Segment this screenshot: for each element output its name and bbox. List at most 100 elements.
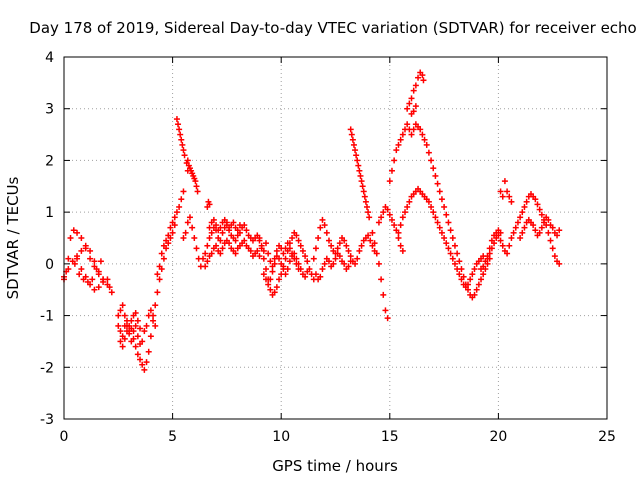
data-point — [480, 271, 487, 278]
data-point — [408, 131, 415, 138]
data-point — [434, 219, 441, 226]
data-point — [160, 242, 167, 249]
data-point — [334, 245, 341, 252]
data-point — [180, 188, 187, 195]
data-point — [412, 103, 419, 110]
data-point — [369, 229, 376, 236]
data-point — [530, 222, 537, 229]
data-point — [289, 235, 296, 241]
data-point — [428, 203, 435, 210]
data-point — [517, 235, 524, 241]
data-point — [175, 121, 182, 128]
data-point — [267, 258, 274, 265]
data-point — [206, 224, 213, 231]
data-point — [70, 227, 77, 234]
data-point — [404, 105, 411, 112]
data-point — [432, 214, 439, 221]
data-point — [282, 255, 289, 262]
x-tick-label: 10 — [272, 429, 290, 445]
data-point — [380, 291, 387, 298]
data-point — [554, 232, 561, 239]
data-point — [267, 276, 274, 283]
data-point — [451, 260, 458, 267]
data-point — [150, 317, 157, 324]
data-point — [119, 343, 126, 350]
data-point — [499, 242, 506, 249]
data-point — [271, 289, 278, 296]
data-point — [160, 255, 167, 262]
data-point — [208, 250, 215, 257]
data-point — [519, 229, 526, 236]
data-point — [247, 247, 254, 254]
data-point — [410, 108, 417, 115]
data-point — [184, 219, 191, 226]
data-point — [173, 116, 180, 123]
data-point — [134, 333, 141, 340]
data-point — [393, 147, 400, 154]
data-point — [78, 266, 85, 273]
data-point — [267, 286, 274, 293]
data-point — [223, 219, 230, 226]
data-point — [260, 255, 267, 262]
data-point — [74, 229, 81, 236]
data-point — [184, 167, 191, 174]
data-point — [341, 260, 348, 267]
data-point — [447, 250, 454, 257]
data-point — [371, 240, 378, 247]
data-point — [397, 242, 404, 249]
data-point — [456, 271, 463, 278]
data-point — [347, 126, 354, 133]
data-point — [91, 286, 98, 293]
data-point — [445, 219, 452, 226]
data-point — [356, 167, 363, 174]
plot-frame — [63, 56, 608, 420]
data-point — [425, 149, 432, 156]
data-point — [421, 136, 428, 143]
data-point — [350, 141, 357, 148]
data-point — [456, 258, 463, 265]
data-point — [532, 227, 539, 234]
data-point — [82, 242, 89, 249]
data-point — [76, 271, 83, 278]
data-point — [295, 266, 302, 273]
data-point — [534, 201, 541, 208]
data-point — [523, 198, 530, 205]
data-point — [419, 72, 426, 79]
data-point — [382, 307, 389, 314]
data-point — [395, 141, 402, 148]
data-point — [508, 198, 515, 205]
data-point — [330, 260, 337, 267]
data-point — [262, 266, 269, 273]
data-point — [78, 247, 85, 254]
data-point — [443, 240, 450, 247]
data-point — [117, 307, 124, 314]
data-point — [464, 281, 471, 288]
data-point — [536, 229, 543, 236]
data-point — [549, 224, 556, 231]
data-point — [193, 183, 200, 190]
x-tick-label: 20 — [489, 429, 507, 445]
data-point — [302, 273, 309, 280]
data-point — [179, 141, 186, 148]
data-point — [549, 245, 556, 252]
data-point — [232, 250, 239, 257]
data-point — [291, 255, 298, 262]
data-point — [217, 237, 224, 244]
data-point — [354, 255, 361, 262]
data-point — [256, 235, 263, 241]
data-point — [165, 232, 172, 239]
data-point — [265, 250, 272, 257]
data-point — [458, 276, 465, 283]
y-axis-label: SDTVAR / TECUs — [4, 176, 22, 299]
data-point — [436, 224, 443, 231]
data-point — [130, 328, 137, 335]
data-point — [141, 366, 148, 373]
data-point — [325, 237, 332, 244]
data-point — [145, 348, 152, 355]
data-point — [128, 317, 135, 324]
data-point — [443, 211, 450, 218]
data-point — [410, 87, 417, 94]
data-point — [386, 211, 393, 218]
data-point — [536, 206, 543, 213]
